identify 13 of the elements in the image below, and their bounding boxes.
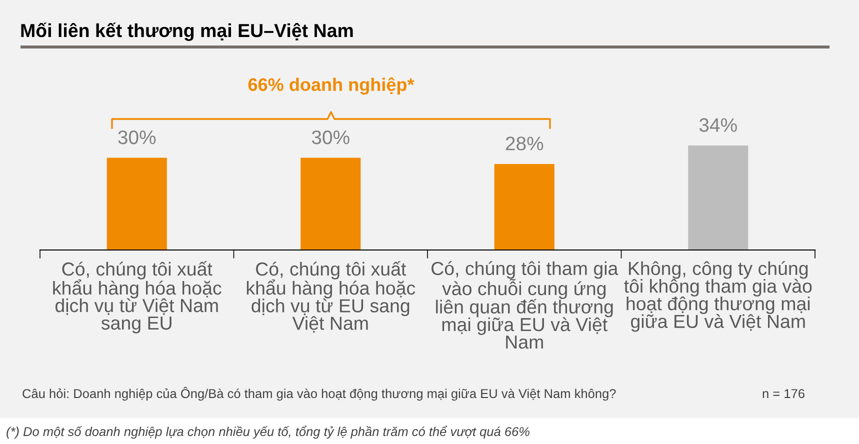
text: n = 176 bbox=[762, 389, 804, 398]
text: Câu hỏi: Doanh nghiệp của Ông/Bà có tham gia vào hoạt động thương mại giữa EU và Việt Nam không? bbox=[22, 386, 616, 401]
text: 66% doanh nghiệp* bbox=[248, 77, 414, 95]
text: (*) Do một số doanh nghiệp lựa chọn nhiều yếu tố, tổng tỷ lệ phần trăm có thể vượt quá 66% bbox=[6, 426, 530, 439]
x-tick-label: Có, chúng tôi tham gia vào chuỗi cung ứng liên quan đến thương mại giữa EU và Việt Nam bbox=[432, 261, 618, 349]
data-label: 30% bbox=[118, 130, 156, 144]
x-tick-label: Có, chúng tôi xuất khẩu hàng hóa hoặc dịch vụ từ Việt Nam sang EU bbox=[53, 261, 222, 334]
data-label: 30% bbox=[312, 130, 350, 144]
x-tick-label: Có, chúng tôi xuất khẩu hàng hóa hoặc dịch vụ từ EU sang Việt Nam bbox=[246, 261, 416, 333]
data-label: 28% bbox=[506, 136, 544, 150]
chart-title: Mối liên kết thương mại EU–Việt Nam bbox=[21, 22, 353, 41]
data-label: 34% bbox=[699, 118, 737, 132]
x-tick-label: Không, công ty chúng tôi không tham gia vào hoạt động thương mại giữa EU và Việt Nam bbox=[624, 261, 812, 332]
